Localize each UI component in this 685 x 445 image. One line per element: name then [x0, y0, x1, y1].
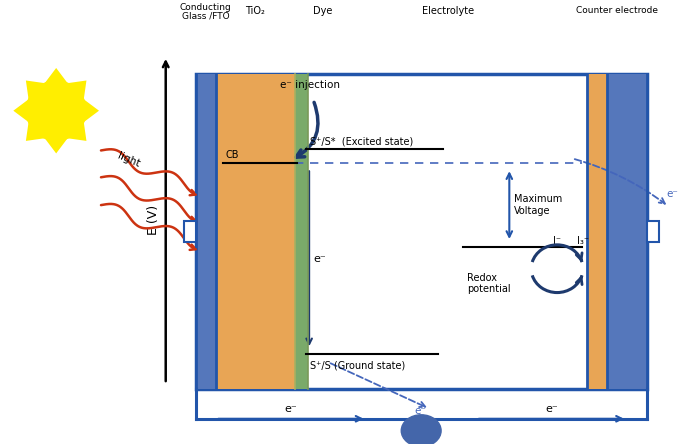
Text: Redox
potential: Redox potential: [467, 273, 511, 294]
Text: e⁻: e⁻: [667, 189, 679, 198]
Text: e⁻: e⁻: [313, 254, 326, 264]
Text: I⁻: I⁻: [553, 236, 561, 246]
Bar: [196, 74, 647, 389]
Bar: [647, 221, 659, 243]
Circle shape: [26, 81, 86, 141]
Text: Glass /FTO: Glass /FTO: [182, 11, 229, 20]
Text: I₃⁻: I₃⁻: [577, 236, 589, 246]
Text: light: light: [116, 151, 141, 170]
Text: Counter electrode: Counter electrode: [576, 6, 658, 16]
Ellipse shape: [401, 415, 441, 445]
Bar: [196, 74, 216, 389]
Text: S⁺/S (Ground state): S⁺/S (Ground state): [310, 360, 406, 370]
Text: E (V): E (V): [147, 205, 160, 235]
Bar: [607, 74, 647, 389]
Text: e⁻: e⁻: [414, 406, 427, 416]
Text: e⁻: e⁻: [284, 404, 297, 414]
Text: Conducting: Conducting: [179, 4, 232, 12]
Text: Electrolyte: Electrolyte: [421, 6, 473, 16]
Polygon shape: [13, 68, 99, 154]
Text: Maximum
Voltage: Maximum Voltage: [514, 194, 562, 216]
Bar: [295, 74, 308, 389]
Text: CB: CB: [225, 150, 239, 160]
Bar: [587, 74, 607, 389]
Bar: [216, 74, 295, 389]
Text: e⁻: e⁻: [545, 404, 558, 414]
Bar: [184, 221, 196, 243]
Text: S⁺/S*  (Excited state): S⁺/S* (Excited state): [310, 137, 413, 146]
Text: e⁻ injection: e⁻ injection: [280, 80, 340, 90]
Text: TiO₂: TiO₂: [245, 6, 265, 16]
Text: Dye: Dye: [313, 6, 332, 16]
